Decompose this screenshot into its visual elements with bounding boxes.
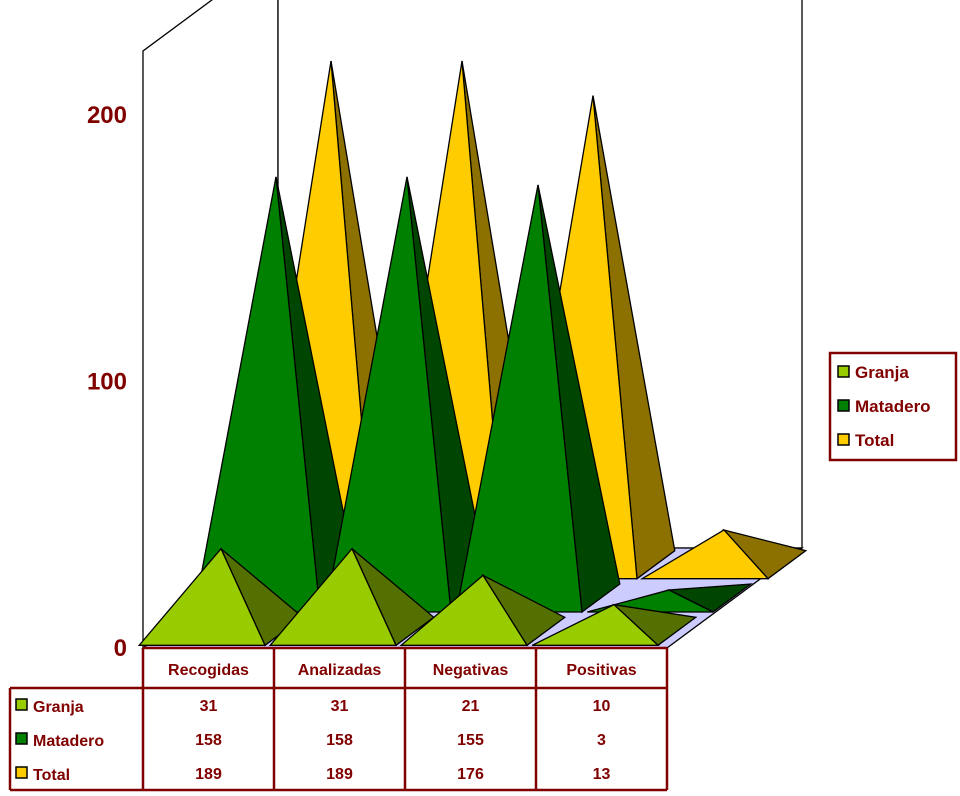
series-matadero bbox=[193, 176, 753, 614]
table-cell-total-negativas: 176 bbox=[457, 766, 484, 783]
row-label-matadero: Matadero bbox=[33, 733, 104, 750]
table-cell-granja-positivas: 10 bbox=[593, 698, 611, 715]
table-cell-total-positivas: 13 bbox=[593, 766, 611, 783]
category-label-negativas: Negativas bbox=[433, 662, 509, 679]
table-cell-granja-analizadas: 31 bbox=[331, 698, 349, 715]
legend-entry-matadero: Matadero bbox=[837, 397, 931, 416]
y-tick-label: 100 bbox=[87, 369, 127, 396]
y-axis: 0 100 200 bbox=[87, 102, 127, 662]
row-key-granja bbox=[15, 698, 28, 711]
legend-entry-total: Total bbox=[837, 431, 894, 450]
pyramid-front-face bbox=[137, 547, 267, 646]
pyramid-front-face bbox=[268, 547, 398, 646]
row-label-granja: Granja bbox=[33, 699, 84, 716]
table-cell-granja-negativas: 21 bbox=[462, 698, 480, 715]
pyramid-front-face bbox=[639, 529, 770, 580]
y-tick-label: 200 bbox=[87, 102, 127, 129]
table-cell-matadero-positivas: 3 bbox=[597, 732, 606, 749]
pyramid-granja-analizadas bbox=[268, 547, 435, 647]
pyramid-granja-recogidas bbox=[137, 547, 304, 647]
pyramid-total-positivas bbox=[639, 528, 808, 580]
series-granja bbox=[137, 547, 698, 647]
legend-swatch bbox=[837, 433, 850, 446]
category-label-recogidas: Recogidas bbox=[168, 662, 249, 679]
category-label-analizadas: Analizadas bbox=[298, 662, 382, 679]
legend-swatch bbox=[837, 365, 850, 378]
legend-swatch bbox=[837, 399, 850, 412]
y-tick-label: 0 bbox=[114, 635, 127, 662]
row-key-matadero bbox=[15, 732, 28, 745]
row-key-total bbox=[15, 766, 28, 779]
legend-box bbox=[828, 351, 958, 462]
legend: Granja Matadero Total bbox=[828, 351, 958, 462]
table-cell-total-analizadas: 189 bbox=[326, 766, 353, 783]
legend-entry-granja: Granja bbox=[837, 363, 909, 382]
table-cell-granja-recogidas: 31 bbox=[200, 698, 218, 715]
legend-label: Total bbox=[855, 431, 894, 450]
legend-label: Matadero bbox=[855, 397, 931, 416]
pyramid-granja-positivas bbox=[531, 603, 698, 647]
chart-marks bbox=[137, 60, 808, 647]
table-cell-matadero-recogidas: 158 bbox=[195, 732, 222, 749]
table-cell-matadero-analizadas: 158 bbox=[326, 732, 353, 749]
category-label-positivas: Positivas bbox=[566, 662, 636, 679]
table-cell-matadero-negativas: 155 bbox=[457, 732, 484, 749]
row-label-total: Total bbox=[33, 767, 70, 784]
legend-label: Granja bbox=[855, 363, 909, 382]
data-table: Recogidas Analizadas Negativas Positivas Gra… bbox=[8, 646, 669, 792]
table-cell-total-recogidas: 189 bbox=[195, 766, 222, 783]
pyramid-matadero-negativas bbox=[455, 184, 621, 614]
pyramid-front-face bbox=[531, 603, 660, 646]
pyramid-front-face bbox=[399, 574, 529, 646]
pyramid-granja-negativas bbox=[399, 573, 567, 647]
